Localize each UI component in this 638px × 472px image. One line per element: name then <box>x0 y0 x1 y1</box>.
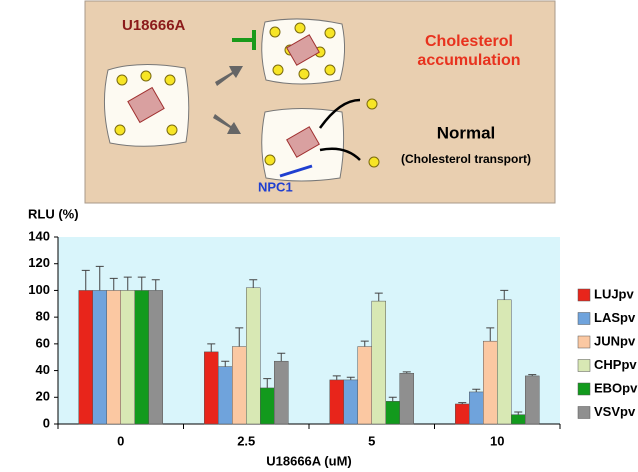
x-axis-label: U18666A (uM) <box>266 453 351 468</box>
receptor-label: NPC1 <box>258 179 293 194</box>
error-bar <box>402 371 411 374</box>
y-tick-label: 20 <box>36 389 50 404</box>
legend-label: CHPpv <box>594 357 637 372</box>
y-tick-label: 60 <box>36 335 50 350</box>
error-bar <box>137 276 146 291</box>
bar <box>134 290 149 425</box>
x-tick-label: 5 <box>368 433 375 448</box>
y-tick-label: 0 <box>43 415 50 430</box>
y-tick-label: 140 <box>28 228 50 243</box>
legend-label: LASpv <box>594 310 636 325</box>
x-tick-label: 2.5 <box>237 433 255 448</box>
error-bar <box>500 289 509 300</box>
accumulation-label: Cholesterol <box>425 33 513 50</box>
inhibitor-label: U18666A <box>122 17 186 34</box>
normal-label: Normal <box>437 123 496 142</box>
bar <box>497 299 512 425</box>
error-bar <box>235 327 244 347</box>
bar <box>385 401 400 425</box>
legend-swatch <box>577 335 591 349</box>
bar <box>232 346 247 425</box>
y-axis-label: RLU (%) <box>28 206 79 221</box>
endosome <box>127 34 320 158</box>
bar <box>106 290 121 425</box>
y-tick-label: 80 <box>36 309 50 324</box>
bar <box>246 287 261 425</box>
bar <box>357 346 372 425</box>
legend-label: EBOpv <box>594 380 638 395</box>
bar <box>343 379 358 425</box>
bar <box>525 375 540 425</box>
bar <box>511 414 526 425</box>
x-tick-label: 10 <box>490 433 504 448</box>
error-bar <box>360 340 369 347</box>
error-bar <box>249 279 258 288</box>
legend-swatch <box>577 406 591 419</box>
legend-label: JUNpv <box>594 333 636 348</box>
diagram: U18666A Cholesterol accumulation Normal … <box>84 0 556 204</box>
bar <box>274 360 289 425</box>
error-bar <box>109 277 118 291</box>
efflux-arrow <box>318 98 361 129</box>
efflux-arrow <box>319 147 361 161</box>
bar <box>455 403 470 425</box>
y-tick-label: 40 <box>36 362 50 377</box>
bar <box>469 391 484 425</box>
error-bar <box>486 327 495 342</box>
transport-label: (Cholesterol transport) <box>401 152 531 166</box>
bar <box>92 290 107 425</box>
bar <box>483 340 498 425</box>
bar <box>260 387 275 425</box>
y-tick-label: 100 <box>28 282 50 297</box>
error-bar <box>514 411 523 415</box>
bar <box>329 379 344 425</box>
error-bar <box>207 343 216 352</box>
x-tick-label: 0 <box>117 433 124 448</box>
bar <box>78 290 93 425</box>
bar <box>120 290 135 425</box>
bar <box>371 300 386 425</box>
bar <box>148 290 163 425</box>
error-bar <box>458 402 467 404</box>
legend-swatch <box>577 382 591 396</box>
y-tick-label: 120 <box>28 255 50 270</box>
error-bar <box>374 292 383 302</box>
npc1-arrow <box>279 164 313 178</box>
legend-swatch <box>577 288 591 302</box>
bar <box>204 351 219 425</box>
error-bar <box>123 276 132 291</box>
error-bar <box>388 396 397 402</box>
legend-label: LUJpv <box>594 286 635 301</box>
legend-label: VSVpv <box>594 404 636 419</box>
error-bar <box>221 360 230 367</box>
legend-swatch <box>577 312 591 325</box>
error-bar <box>528 374 537 376</box>
error-bar <box>151 279 160 291</box>
accumulation-label: accumulation <box>417 52 520 69</box>
bar <box>218 366 233 425</box>
arrows <box>213 66 243 134</box>
bar <box>399 372 414 425</box>
error-bar <box>277 352 286 362</box>
legend-swatch <box>577 359 591 372</box>
error-bar <box>332 375 341 380</box>
error-bar <box>95 265 104 291</box>
error-bar <box>81 269 90 291</box>
error-bar <box>472 388 481 392</box>
error-bar <box>346 376 355 380</box>
error-bar <box>263 378 272 388</box>
